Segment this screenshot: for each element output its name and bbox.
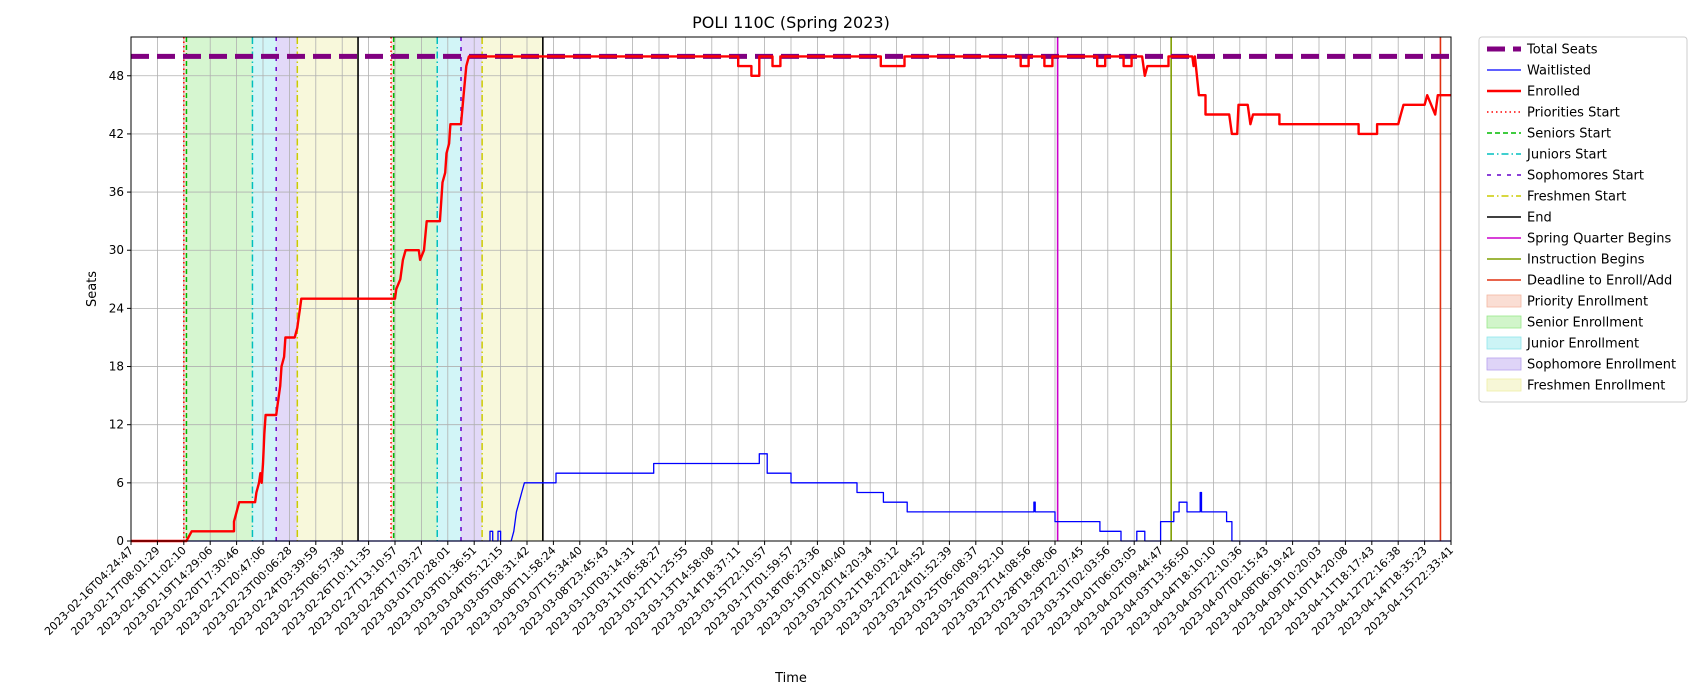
y-tick-label-2: 12 [109, 418, 124, 432]
legend-label-3: Priorities Start [1527, 106, 1620, 121]
y-tick-label-8: 48 [109, 69, 124, 83]
legend-label-10: Instruction Begins [1527, 253, 1645, 268]
span-1-0 [186, 37, 253, 541]
legend-label-16: Freshmen Enrollment [1527, 379, 1665, 394]
span-2-0 [252, 37, 277, 541]
span-4-0 [297, 37, 359, 541]
chart-title: POLI 110C (Spring 2023) [692, 13, 890, 32]
y-tick-label-7: 42 [109, 127, 124, 141]
event-lines [183, 37, 1442, 541]
span-0-0 [183, 37, 187, 541]
legend-label-4: Seniors Start [1527, 127, 1611, 142]
span-4-1 [482, 37, 543, 541]
legend-swatch-16 [1486, 378, 1522, 392]
legend-label-2: Enrolled [1527, 85, 1580, 100]
span-0-1 [391, 37, 394, 541]
legend-swatch-14 [1486, 336, 1522, 350]
legend-label-0: Total Seats [1526, 43, 1598, 58]
span-2-1 [437, 37, 461, 541]
span-3-0 [276, 37, 298, 541]
y-tick-label-6: 36 [109, 185, 124, 199]
y-tick-label-3: 18 [109, 360, 124, 374]
legend-label-13: Senior Enrollment [1527, 316, 1643, 331]
enrollment-periods [183, 37, 543, 541]
legend-label-9: Spring Quarter Begins [1527, 232, 1671, 247]
legend: Total Seats Waitlisted Enrolled Priorities … [1478, 36, 1688, 403]
y-axis-ticks: 0 6 12 18 24 30 36 42 48 [109, 69, 131, 548]
y-tick-label-5: 30 [109, 243, 124, 257]
legend-label-11: Deadline to Enroll/Add [1527, 274, 1672, 289]
legend-swatch-15 [1486, 357, 1522, 371]
legend-swatch-13 [1486, 315, 1522, 329]
legend-label-1: Waitlisted [1527, 64, 1591, 79]
y-axis-label: Seats [85, 271, 100, 307]
series-line-1 [131, 453, 1451, 542]
x-axis-label: Time [774, 671, 807, 686]
series-line-2 [131, 55, 1451, 543]
y-tick-label-1: 6 [116, 476, 124, 490]
legend-label-8: End [1527, 211, 1552, 226]
span-1-1 [393, 37, 438, 541]
y-tick-label-4: 24 [109, 301, 124, 315]
y-tick-label-0: 0 [116, 534, 124, 548]
x-axis-ticks: 2023-02-16T04:24:472023-02-17T08:01:2920… [42, 541, 1456, 638]
legend-label-14: Junior Enrollment [1526, 337, 1639, 352]
series-lines [131, 53, 1451, 543]
legend-label-6: Sophomores Start [1527, 169, 1644, 184]
legend-label-7: Freshmen Start [1527, 190, 1626, 205]
legend-swatch-12 [1486, 294, 1522, 308]
legend-label-5: Juniors Start [1526, 148, 1607, 163]
legend-box [1478, 36, 1688, 403]
legend-label-15: Sophomore Enrollment [1527, 358, 1676, 373]
legend-label-12: Priority Enrollment [1527, 295, 1648, 310]
span-3-1 [461, 37, 483, 541]
